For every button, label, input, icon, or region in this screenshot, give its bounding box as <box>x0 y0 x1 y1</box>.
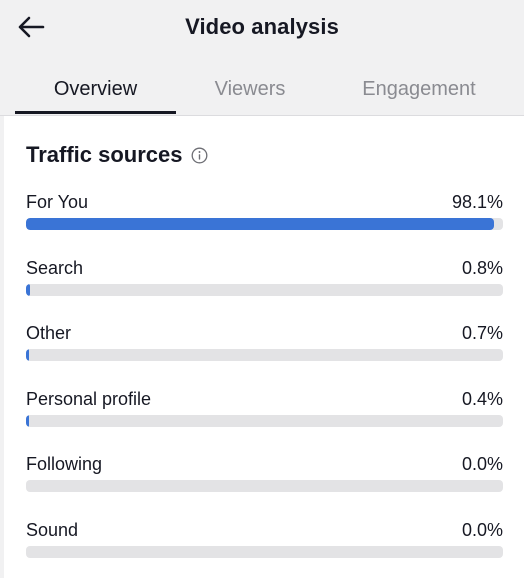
back-button[interactable] <box>14 12 48 42</box>
source-row-sound: Sound 0.0% <box>26 520 503 560</box>
info-icon[interactable] <box>191 147 208 164</box>
source-row-other: Other 0.7% <box>26 323 503 363</box>
progress-track <box>26 284 503 296</box>
tab-bar: Overview Viewers Engagement <box>0 64 524 116</box>
source-row-following: Following 0.0% <box>26 454 503 494</box>
tab-engagement[interactable]: Engagement <box>362 77 476 100</box>
progress-track <box>26 415 503 427</box>
progress-fill <box>26 218 494 230</box>
source-label: Personal profile <box>26 389 152 409</box>
source-value: 0.8% <box>461 258 503 278</box>
tab-overview[interactable]: Overview <box>53 77 138 100</box>
source-label: Sound <box>26 520 79 540</box>
arrow-left-icon <box>18 16 45 38</box>
traffic-sources-card: Traffic sources For You 98.1% Search 0.8… <box>4 116 524 578</box>
source-value: 98.1% <box>451 192 503 212</box>
source-row-for-you: For You 98.1% <box>26 192 503 232</box>
progress-track <box>26 480 503 492</box>
progress-fill <box>26 284 30 296</box>
source-value: 0.0% <box>461 454 503 474</box>
progress-fill <box>26 415 29 427</box>
page-title: Video analysis <box>185 14 339 39</box>
active-tab-indicator <box>15 111 176 114</box>
progress-fill <box>26 349 30 361</box>
source-value: 0.4% <box>461 389 503 409</box>
source-row-search: Search 0.8% <box>26 258 503 298</box>
source-label: For You <box>26 192 89 212</box>
progress-track <box>26 349 503 361</box>
source-value: 0.0% <box>461 520 503 540</box>
source-row-personal-profile: Personal profile 0.4% <box>26 389 503 429</box>
source-label: Other <box>26 323 72 343</box>
source-label: Search <box>26 258 84 278</box>
progress-track <box>26 546 503 558</box>
progress-track <box>26 218 503 230</box>
section-header: Traffic sources <box>26 142 208 168</box>
tab-viewers[interactable]: Viewers <box>214 77 286 100</box>
source-value: 0.7% <box>461 323 503 343</box>
app-header: Video analysis <box>0 0 524 60</box>
source-label: Following <box>26 454 103 474</box>
section-title: Traffic sources <box>26 142 183 167</box>
